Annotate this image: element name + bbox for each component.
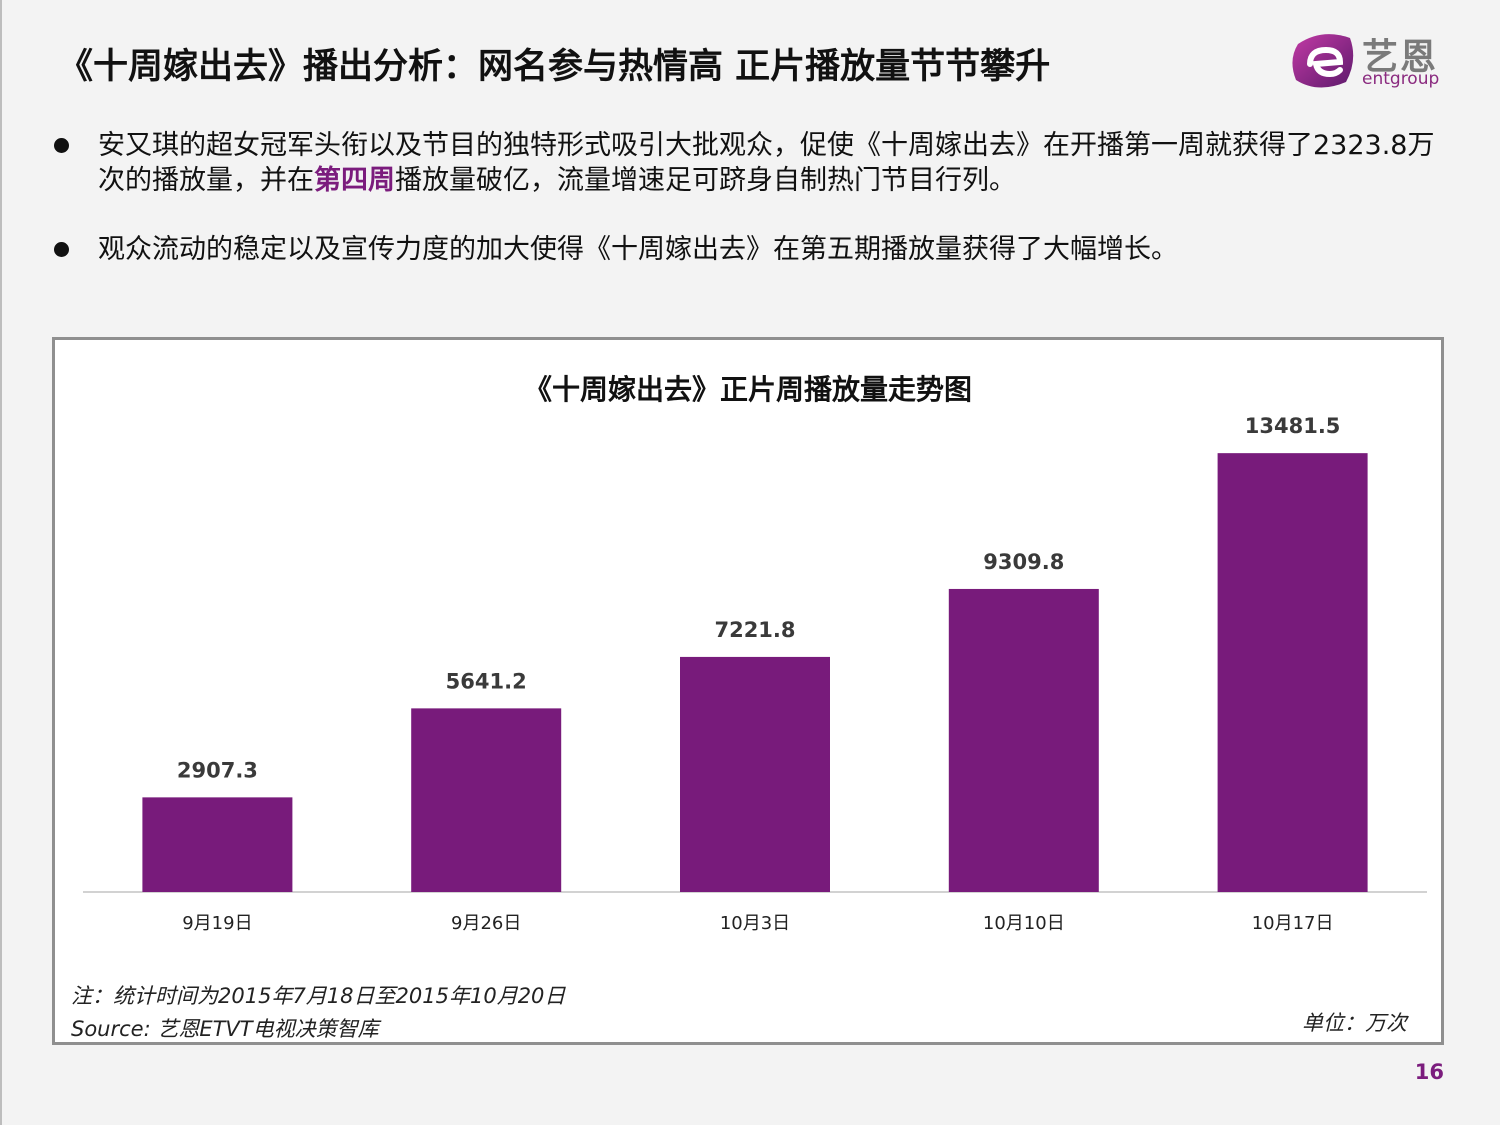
page-number: 16 (1414, 1060, 1444, 1084)
chart-title: 《十周嫁出去》正片周播放量走势图 (523, 373, 972, 406)
bullet-text: 安又琪的超女冠军头衔以及节目的独特形式吸引大批观众，促使《十周嫁出去》在开播第一… (98, 130, 1435, 196)
chart-source: Source: 艺恩ETVT电视决策智库 (71, 1017, 379, 1041)
bar-5 (1217, 453, 1368, 892)
logo-subtext: entgroup (1362, 69, 1440, 89)
bullet-dot-icon (54, 138, 69, 153)
logo-mark-icon (1292, 34, 1354, 88)
bar-1 (142, 797, 293, 892)
x-tick-label: 9月26日 (451, 913, 521, 934)
x-tick-label: 10月3日 (720, 913, 790, 934)
bar-2 (411, 708, 562, 892)
chart-unit: 单位：万次 (1302, 1011, 1407, 1035)
bullet-item: 观众流动的稳定以及宣传力度的加大使得《十周嫁出去》在第五期播放量获得了大幅增长。 (50, 232, 1440, 267)
x-tick-label: 10月10日 (983, 913, 1065, 934)
x-tick-label: 9月19日 (182, 913, 252, 934)
data-label: 2907.3 (177, 758, 258, 782)
data-label: 7221.8 (714, 618, 795, 642)
bullet-text: 播放量破亿，流量增速足可跻身自制热门节目行列。 (395, 165, 1016, 196)
data-label: 13481.5 (1245, 414, 1341, 438)
bullet-item: 安又琪的超女冠军头衔以及节目的独特形式吸引大批观众，促使《十周嫁出去》在开播第一… (50, 128, 1440, 198)
left-border (0, 0, 2, 1125)
bullet-list: 安又琪的超女冠军头衔以及节目的独特形式吸引大批观众，促使《十周嫁出去》在开播第一… (50, 128, 1440, 301)
bullet-highlight: 第四周 (314, 165, 395, 196)
logo-text: 艺恩 (1362, 37, 1439, 78)
x-tick-label: 10月17日 (1252, 913, 1334, 934)
bar-3 (680, 656, 830, 892)
bar-4 (948, 588, 1099, 892)
page-title: 《十周嫁出去》播出分析：网名参与热情高 正片播放量节节攀升 (58, 47, 1051, 87)
chart-panel: 《十周嫁出去》正片周播放量走势图 2907.3 9月19日 5641.2 9月26日 7… (52, 337, 1444, 1045)
entgroup-logo: 艺恩 entgroup (1288, 28, 1458, 96)
bullet-text: 观众流动的稳定以及宣传力度的加大使得《十周嫁出去》在第五期播放量获得了大幅增长。 (98, 234, 1178, 265)
data-label: 9309.8 (983, 550, 1064, 574)
bullet-dot-icon (54, 242, 69, 257)
bar-chart: 2907.3 9月19日 5641.2 9月26日 7221.8 10月3日 9309.8 1… (83, 414, 1427, 934)
chart-note: 注：统计时间为2015年7月18日至2015年10月20日 (71, 984, 566, 1008)
data-label: 5641.2 (446, 669, 527, 693)
